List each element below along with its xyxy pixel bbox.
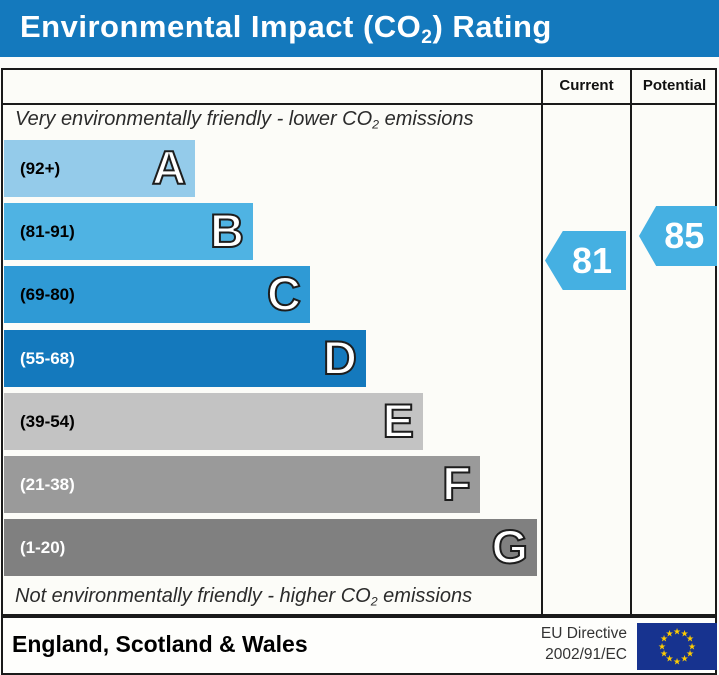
potential-rating-arrow: 85 bbox=[639, 206, 717, 266]
co2-subscript: 2 bbox=[372, 117, 380, 132]
eu-flag-stars: ★ ★ ★ ★ ★ ★ ★ ★ ★ ★ ★ ★ bbox=[637, 623, 717, 670]
top-note: Very environmentally friendly - lower CO… bbox=[15, 108, 474, 132]
band-range-e: (39-54) bbox=[20, 411, 75, 431]
band-row-d: (55-68) D bbox=[4, 329, 366, 387]
potential-rating-value: 85 bbox=[664, 215, 705, 256]
band-row-a: (92+) A bbox=[4, 139, 195, 197]
eu-star-icon: ★ bbox=[680, 628, 689, 638]
bottom-note-post: emissions bbox=[377, 585, 473, 607]
eu-star-icon: ★ bbox=[687, 641, 697, 651]
footer-bar bbox=[1, 616, 717, 675]
band-letter-b: B bbox=[209, 202, 245, 257]
current-rating-arrow: 81 bbox=[545, 231, 626, 290]
band-row-f: (21-38) F bbox=[4, 455, 480, 513]
band-letter-f: F bbox=[441, 455, 472, 510]
band-range-d: (55-68) bbox=[20, 348, 75, 368]
band-letter-a: A bbox=[151, 139, 187, 194]
header-divider bbox=[1, 103, 717, 105]
eu-flag-icon: ★ ★ ★ ★ ★ ★ ★ ★ ★ ★ ★ ★ bbox=[637, 623, 717, 670]
band-range-f: (21-38) bbox=[20, 474, 75, 494]
band-letter-d: D bbox=[322, 329, 358, 384]
eu-star-icon: ★ bbox=[685, 648, 695, 659]
column-header-potential: Potential bbox=[642, 77, 707, 94]
top-note-post: emissions bbox=[379, 108, 474, 130]
eu-star-icon: ★ bbox=[665, 628, 674, 638]
co2-subscript: 2 bbox=[421, 26, 433, 48]
top-note-pre: Very environmentally friendly - lower CO bbox=[15, 108, 373, 130]
column-divider-potential bbox=[630, 68, 632, 616]
band-letter-e: E bbox=[382, 392, 415, 447]
page-title: Environmental Impact (CO2) Rating bbox=[0, 9, 552, 49]
footer-region-label: England, Scotland & Wales bbox=[12, 631, 308, 657]
eu-directive-label: EU Directive 2002/91/EC bbox=[541, 623, 627, 665]
eu-star-icon: ★ bbox=[659, 648, 669, 659]
co2-subscript: 2 bbox=[370, 594, 378, 609]
title-text-post: ) Rating bbox=[432, 8, 552, 44]
bottom-note: Not environmentally friendly - higher CO… bbox=[15, 585, 472, 609]
band-letter-g: G bbox=[490, 518, 529, 573]
band-row-c: (69-80) C bbox=[4, 265, 310, 323]
eu-directive-line2: 2002/91/EC bbox=[545, 646, 627, 663]
eu-star-icon: ★ bbox=[685, 633, 695, 644]
eu-directive-line1: EU Directive bbox=[540, 625, 627, 642]
band-range-b: (81-91) bbox=[20, 221, 75, 241]
eu-star-icon: ★ bbox=[665, 653, 674, 664]
eu-star-icon: ★ bbox=[672, 626, 682, 636]
band-range-c: (69-80) bbox=[20, 284, 75, 304]
band-row-g: (1-20) G bbox=[4, 518, 537, 576]
title-text-pre: Environmental Impact (CO bbox=[20, 8, 422, 44]
title-bar: Environmental Impact (CO2) Rating bbox=[0, 0, 719, 57]
eu-star-icon: ★ bbox=[657, 641, 667, 651]
bottom-note-pre: Not environmentally friendly - higher CO bbox=[15, 585, 371, 607]
band-letter-c: C bbox=[266, 265, 302, 320]
current-rating-value: 81 bbox=[571, 239, 612, 281]
eu-star-icon: ★ bbox=[659, 633, 669, 644]
column-divider-current bbox=[541, 68, 543, 616]
eu-star-icon: ★ bbox=[680, 653, 689, 664]
band-row-b: (81-91) B bbox=[4, 202, 253, 260]
band-range-g: (1-20) bbox=[20, 537, 66, 557]
eu-star-icon: ★ bbox=[672, 656, 682, 666]
band-row-e: (39-54) E bbox=[4, 392, 423, 450]
band-range-a: (92+) bbox=[20, 158, 61, 178]
column-header-current: Current bbox=[559, 77, 614, 94]
